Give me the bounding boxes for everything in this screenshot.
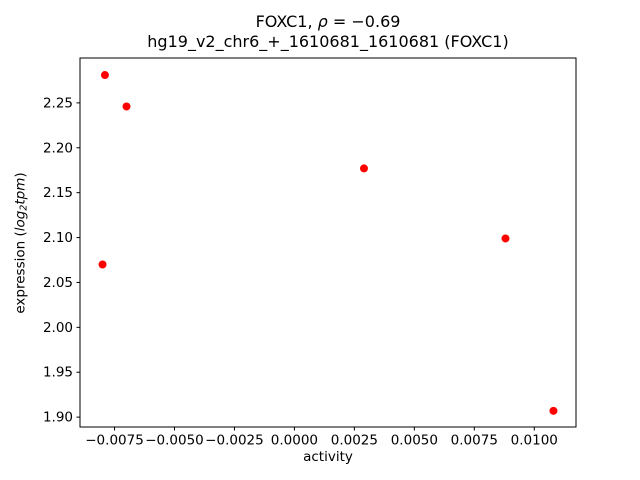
x-tick-label: −0.0050 xyxy=(145,433,204,449)
y-tick-label: 2.15 xyxy=(43,185,73,201)
axes-frame xyxy=(79,57,577,428)
data-point xyxy=(122,102,131,111)
x-axis-label: activity xyxy=(303,449,353,465)
y-tick-label: 1.90 xyxy=(43,410,73,426)
x-tick-label: −0.0025 xyxy=(205,433,264,449)
y-tick-label: 1.95 xyxy=(43,365,73,381)
y-tick-label: 2.25 xyxy=(43,95,73,111)
y-tick-label: 2.10 xyxy=(43,230,73,246)
data-point xyxy=(100,71,109,80)
y-tick-label: 2.00 xyxy=(43,320,73,336)
chart-title-line1: FOXC1, ρ = −0.69 xyxy=(255,12,401,31)
x-tick-label: 0.0050 xyxy=(391,433,438,449)
data-point xyxy=(98,260,107,269)
y-tick-label: 2.05 xyxy=(43,275,73,291)
y-tick-label: 2.20 xyxy=(43,140,73,156)
data-point xyxy=(501,234,510,243)
x-tick-label: 0.0000 xyxy=(271,433,318,449)
x-tick-label: 0.0025 xyxy=(331,433,378,449)
x-tick-label: 0.0100 xyxy=(511,433,558,449)
chart-title-line2: hg19_v2_chr6_+_1610681_1610681 (FOXC1) xyxy=(147,32,509,51)
x-tick-label: −0.0075 xyxy=(85,433,144,449)
data-point xyxy=(549,406,558,415)
data-point xyxy=(359,164,368,173)
x-tick-label: 0.0075 xyxy=(451,433,498,449)
